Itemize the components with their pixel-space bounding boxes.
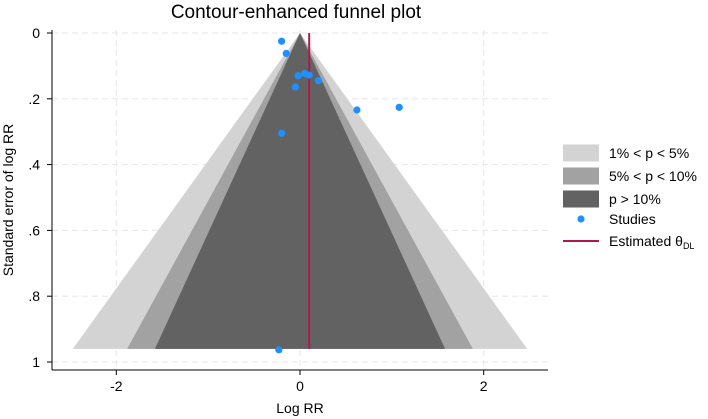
y-tick-label: .4 [28, 157, 40, 173]
study-point [314, 77, 322, 85]
y-tick-label: .6 [28, 222, 40, 238]
legend-label: 5% < p < 10% [609, 168, 697, 184]
study-point [282, 49, 290, 57]
y-axis-ticks: 0 .2 .4 .6 .8 1 [28, 25, 52, 370]
x-tick-label: 0 [296, 378, 304, 394]
chart-title: Contour-enhanced funnel plot [171, 2, 422, 23]
x-tick-label: 2 [480, 378, 488, 394]
legend-swatch [563, 144, 599, 162]
study-point [278, 129, 286, 137]
x-tick-label: -2 [110, 378, 123, 394]
contour-regions [72, 33, 528, 349]
study-point [275, 346, 283, 354]
y-axis-title: Standard error of log RR [0, 124, 16, 277]
y-tick-label: 0 [32, 25, 40, 41]
study-point [278, 37, 286, 45]
x-axis-title: Log RR [276, 400, 323, 416]
x-axis-ticks: -2 0 2 [110, 370, 488, 394]
legend-label: 1% < p < 5% [609, 145, 689, 161]
study-point [305, 71, 313, 79]
legend-swatch [563, 190, 599, 208]
y-tick-label: .2 [28, 91, 40, 107]
contour-region [154, 33, 446, 349]
legend-marker [577, 215, 585, 223]
study-point [353, 106, 361, 114]
study-point [294, 72, 302, 80]
legend-label: Estimated θDL [609, 233, 694, 251]
study-point [291, 83, 300, 91]
legend-swatch [563, 167, 599, 185]
legend-label: p > 10% [609, 191, 661, 207]
legend: 1% < p < 5% 5% < p < 10% p > 10% Studies Est… [563, 144, 697, 251]
study-points [275, 37, 403, 354]
legend-label: Studies [609, 211, 656, 227]
y-tick-label: .8 [28, 288, 40, 304]
study-point [395, 103, 403, 111]
y-tick-label: 1 [32, 354, 40, 370]
